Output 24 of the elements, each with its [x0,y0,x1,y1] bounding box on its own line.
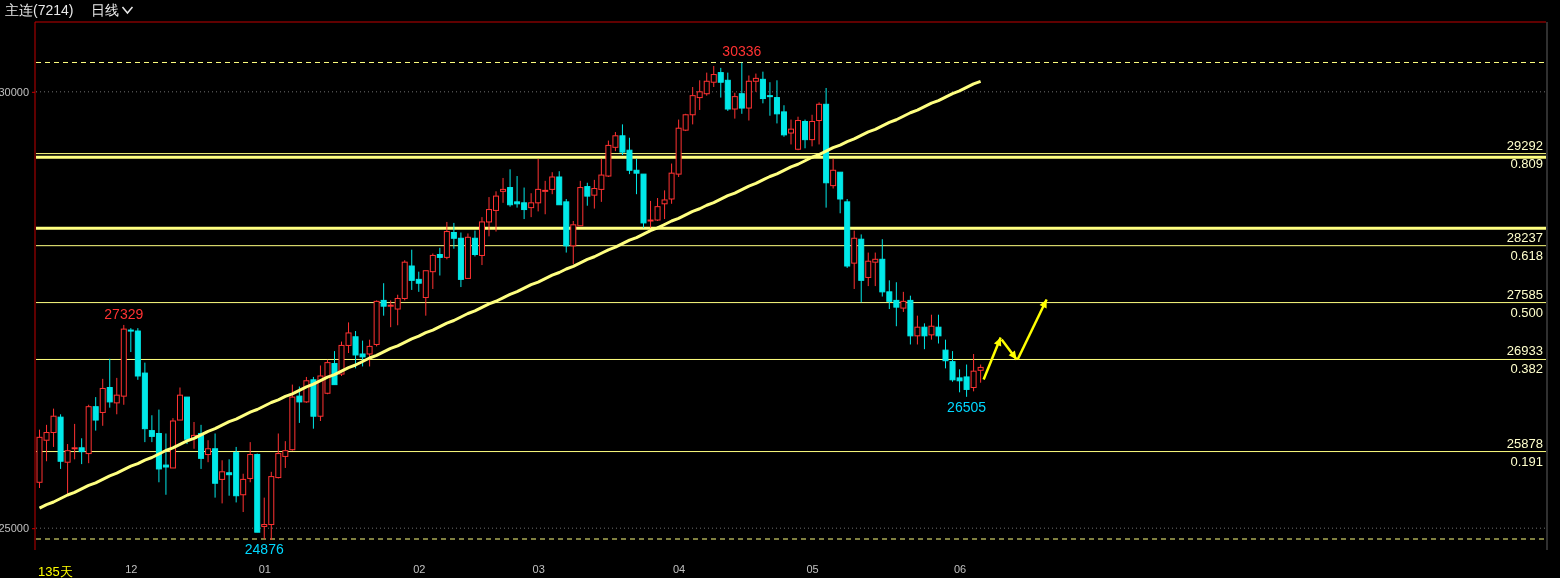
x-tick-label: 02 [413,562,426,575]
annotation: 0.500 [1510,304,1543,320]
x-tick-label: 05 [806,562,819,575]
x-tick-label: 01 [258,562,271,575]
x-tick-label: 03 [532,562,545,575]
annotation: 0.618 [1510,247,1543,263]
annotation: 30336 [722,43,762,60]
ref-line-label: 28237 [1506,229,1543,245]
x-tick-label: 04 [673,562,686,575]
ref-line-label: 26933 [1506,343,1543,359]
text: 135天 [38,564,73,578]
annotation: 0.382 [1510,361,1543,377]
annotation: 24876 [244,541,284,557]
annotation: 26505 [947,398,987,415]
chart-subtitle: 日线 [91,2,120,18]
ref-line-label: 29292 [1506,137,1543,153]
annotation: 0.809 [1510,155,1543,171]
ref-line-label: 27585 [1506,286,1543,302]
x-tick-label: 12 [125,562,138,575]
chart-title: 主连(7214) [5,2,74,18]
ref-line-label: 25878 [1506,435,1543,451]
annotation: 0.191 [1510,453,1543,469]
x-tick-label: 06 [953,562,967,575]
annotation: 27329 [104,305,144,322]
